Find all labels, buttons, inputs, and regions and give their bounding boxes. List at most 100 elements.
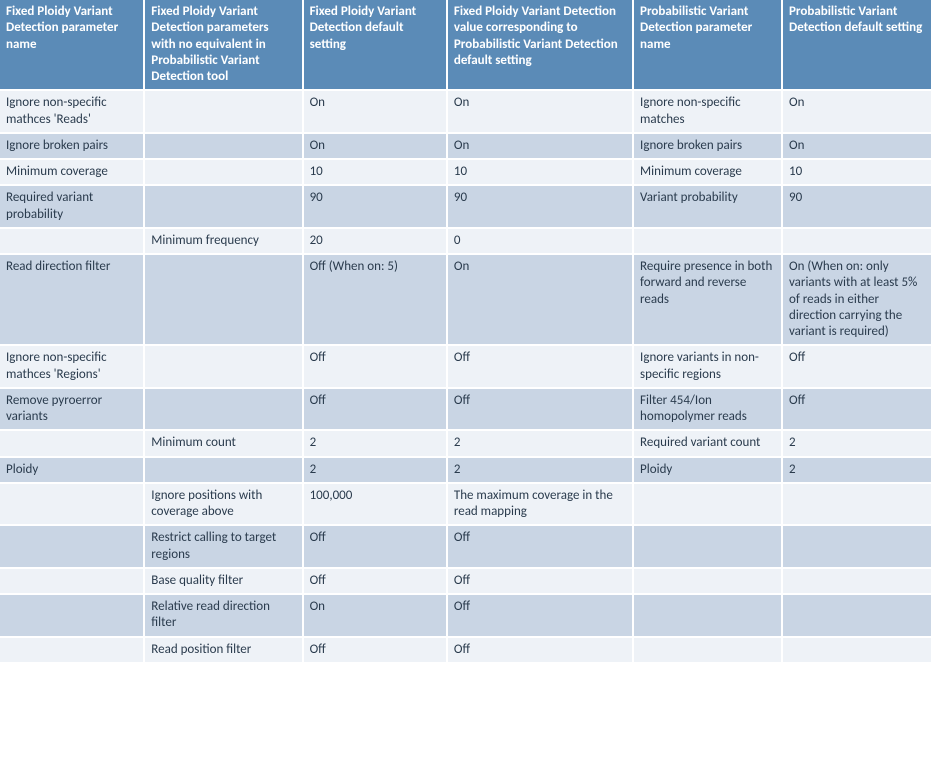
table-cell: On: [782, 133, 931, 159]
table-cell: Ploidy: [633, 457, 782, 483]
table-row: Required variant probability9090Variant …: [0, 185, 931, 228]
table-cell: Off: [782, 388, 931, 431]
table-cell: [144, 133, 302, 159]
table-cell: [782, 594, 931, 637]
table-cell: Off: [782, 345, 931, 388]
table-cell: Ignore non-specific matches: [633, 90, 782, 133]
table-cell: Ignore broken pairs: [633, 133, 782, 159]
table-row: Minimum frequency200: [0, 228, 931, 254]
table-cell: 2: [447, 430, 633, 456]
table-cell: [144, 159, 302, 185]
table-cell: The maximum coverage in the read mapping: [447, 483, 633, 526]
table-cell: [782, 525, 931, 568]
table-cell: Required variant probability: [0, 185, 144, 228]
col-header: Fixed Ploidy Variant Detection parameter…: [144, 0, 302, 90]
table-cell: Off: [303, 388, 447, 431]
table-row: Ploidy22Ploidy2: [0, 457, 931, 483]
table-cell: On (When on: only variants with at least…: [782, 254, 931, 345]
table-cell: [633, 637, 782, 662]
table-cell: Off: [447, 388, 633, 431]
table-cell: 10: [782, 159, 931, 185]
table-cell: 2: [782, 430, 931, 456]
table-cell: Ploidy: [0, 457, 144, 483]
table-cell: Minimum coverage: [633, 159, 782, 185]
table-cell: Off: [303, 568, 447, 594]
table-row: Remove pyroerror variantsOffOffFilter 45…: [0, 388, 931, 431]
table-cell: 10: [303, 159, 447, 185]
table-cell: [0, 568, 144, 594]
table-cell: Ignore non-specific mathces 'Reads': [0, 90, 144, 133]
header-row: Fixed Ploidy Variant Detection parameter…: [0, 0, 931, 90]
col-header: Fixed Ploidy Variant Detection parameter…: [0, 0, 144, 90]
table-row: Base quality filterOffOff: [0, 568, 931, 594]
table-cell: Off: [447, 345, 633, 388]
table-cell: [782, 483, 931, 526]
table-cell: Relative read direction filter: [144, 594, 302, 637]
table-cell: Ignore non-specific mathces 'Regions': [0, 345, 144, 388]
table-cell: [144, 457, 302, 483]
table-cell: Require presence in both forward and rev…: [633, 254, 782, 345]
table-cell: [782, 568, 931, 594]
table-cell: On: [447, 254, 633, 345]
table-cell: [0, 228, 144, 254]
table-cell: 90: [782, 185, 931, 228]
table-cell: Minimum count: [144, 430, 302, 456]
table-cell: Off: [447, 568, 633, 594]
table-row: Ignore positions with coverage above100,…: [0, 483, 931, 526]
table-cell: [633, 568, 782, 594]
table-cell: [782, 228, 931, 254]
table-cell: Required variant count: [633, 430, 782, 456]
table-cell: [144, 388, 302, 431]
table-cell: On: [303, 133, 447, 159]
table-cell: Minimum coverage: [0, 159, 144, 185]
table-cell: [782, 637, 931, 662]
table-cell: Off (When on: 5): [303, 254, 447, 345]
table-cell: [0, 637, 144, 662]
col-header: Probabilistic Variant Detection default …: [782, 0, 931, 90]
table-cell: On: [782, 90, 931, 133]
table-cell: Off: [303, 525, 447, 568]
table-cell: Base quality filter: [144, 568, 302, 594]
table-row: Ignore broken pairsOnOnIgnore broken pai…: [0, 133, 931, 159]
table-cell: [633, 594, 782, 637]
parameter-comparison-table: Fixed Ploidy Variant Detection parameter…: [0, 0, 931, 662]
table-cell: Off: [303, 637, 447, 662]
table-row: Read position filterOffOff: [0, 637, 931, 662]
col-header: Fixed Ploidy Variant Detection default s…: [303, 0, 447, 90]
table-cell: Ignore positions with coverage above: [144, 483, 302, 526]
table-cell: Off: [303, 345, 447, 388]
table-row: Minimum count22Required variant count2: [0, 430, 931, 456]
table-cell: On: [447, 90, 633, 133]
table-cell: [0, 525, 144, 568]
table-cell: 2: [782, 457, 931, 483]
table-cell: 0: [447, 228, 633, 254]
table-cell: On: [447, 133, 633, 159]
table-cell: Read direction filter: [0, 254, 144, 345]
col-header: Fixed Ploidy Variant Detection value cor…: [447, 0, 633, 90]
table-cell: On: [303, 594, 447, 637]
table-cell: 90: [303, 185, 447, 228]
table-row: Minimum coverage1010Minimum coverage10: [0, 159, 931, 185]
table-cell: On: [303, 90, 447, 133]
table-cell: [0, 430, 144, 456]
table-cell: [0, 594, 144, 637]
table-cell: [144, 345, 302, 388]
table-cell: 90: [447, 185, 633, 228]
table-cell: [144, 185, 302, 228]
table-row: Ignore non-specific mathces 'Reads'OnOnI…: [0, 90, 931, 133]
table-row: Restrict calling to target regionsOffOff: [0, 525, 931, 568]
table-row: Ignore non-specific mathces 'Regions' Off…: [0, 345, 931, 388]
table-cell: [0, 483, 144, 526]
table-cell: 2: [447, 457, 633, 483]
table-body: Ignore non-specific mathces 'Reads'OnOnI…: [0, 90, 931, 662]
table-cell: [633, 228, 782, 254]
table-cell: Remove pyroerror variants: [0, 388, 144, 431]
table-cell: Off: [447, 525, 633, 568]
table-cell: [144, 254, 302, 345]
table-cell: 10: [447, 159, 633, 185]
table-cell: 20: [303, 228, 447, 254]
table-cell: Ignore variants in non-specific regions: [633, 345, 782, 388]
table-cell: Restrict calling to target regions: [144, 525, 302, 568]
table-cell: Off: [447, 594, 633, 637]
table-row: Relative read direction filterOnOff: [0, 594, 931, 637]
